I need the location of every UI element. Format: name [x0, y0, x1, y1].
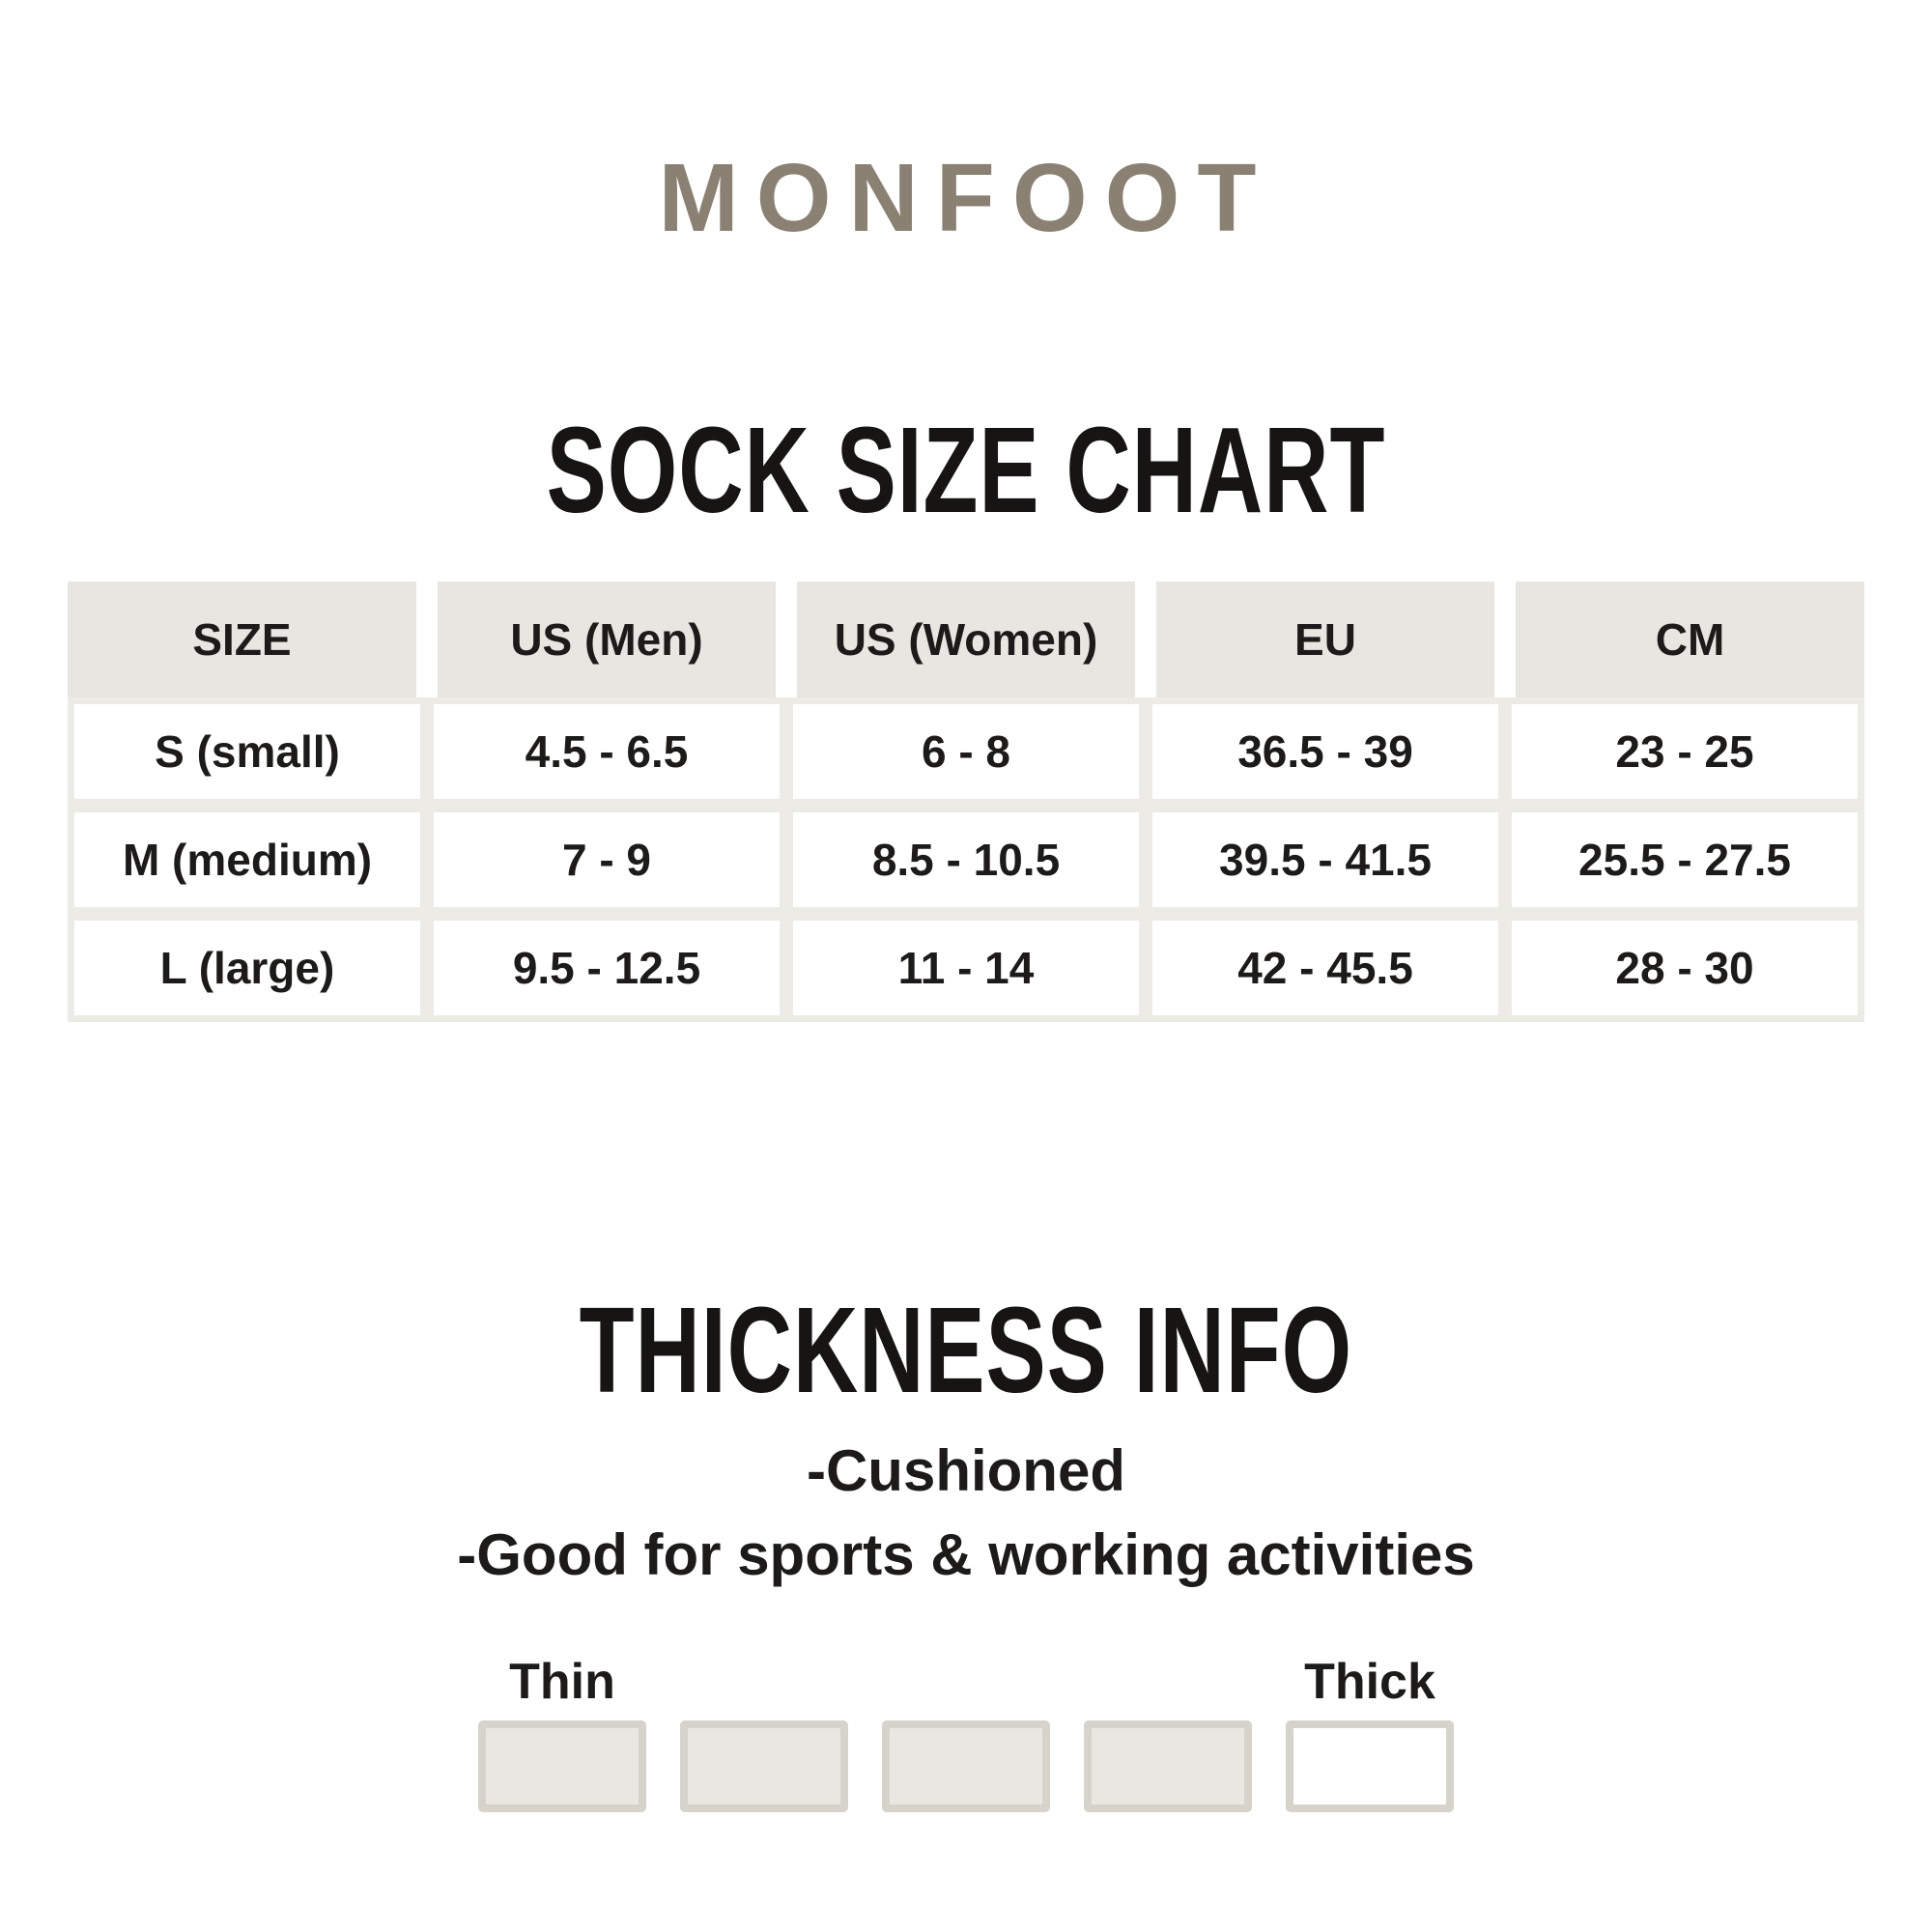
cell-size-label: L (large) [68, 913, 427, 1022]
brand-logo: MONFOOT [658, 144, 1274, 252]
thickness-level-box-filled [1084, 1719, 1252, 1812]
column-header-us-women: US (Women) [786, 581, 1146, 697]
cell-us-women: 8.5 - 10.5 [786, 805, 1146, 914]
thick-label: Thick [1304, 1653, 1435, 1710]
table-row-large: L (large) 9.5 - 12.5 11 - 14 42 - 45.5 2… [68, 913, 1864, 1022]
cell-size-label: M (medium) [68, 805, 427, 914]
thickness-scale [478, 1719, 1454, 1812]
column-header-cm: CM [1505, 581, 1864, 697]
scale-spacer [882, 1653, 1050, 1711]
size-chart-table: SIZE US (Men) US (Women) EU CM S (small)… [68, 581, 1864, 1022]
cell-us-men: 7 - 9 [427, 805, 786, 914]
table-row-small: S (small) 4.5 - 6.5 6 - 8 36.5 - 39 23 -… [68, 696, 1864, 806]
note-cushioned: -Cushioned [807, 1437, 1125, 1503]
scale-spacer [680, 1653, 848, 1711]
cell-eu: 36.5 - 39 [1146, 696, 1505, 806]
cell-eu: 39.5 - 41.5 [1146, 805, 1505, 914]
thickness-level-box-filled [478, 1719, 646, 1812]
cell-cm: 25.5 - 27.5 [1505, 805, 1864, 914]
column-header-us-men: US (Men) [427, 581, 786, 697]
cell-us-women: 11 - 14 [786, 913, 1146, 1022]
cell-us-men: 9.5 - 12.5 [427, 913, 786, 1022]
cell-size-label: S (small) [68, 696, 427, 806]
thickness-level-box-filled [680, 1719, 848, 1812]
thickness-info-title: THICKNESS INFO [0, 1281, 1932, 1421]
column-header-eu: EU [1146, 581, 1505, 697]
thickness-level-box-empty [1286, 1719, 1454, 1812]
size-chart-title-text: SOCK SIZE CHART [546, 402, 1386, 538]
column-header-size: SIZE [68, 581, 427, 697]
cell-eu: 42 - 45.5 [1146, 913, 1505, 1022]
thickness-info-title-text: THICKNESS INFO [579, 1281, 1353, 1418]
thin-label: Thin [509, 1653, 615, 1710]
note-good-for: -Good for sports & working activities [457, 1521, 1475, 1587]
thickness-notes: -Cushioned -Good for sports & working ac… [0, 1429, 1932, 1597]
table-header-row: SIZE US (Men) US (Women) EU CM [68, 581, 1864, 697]
scale-spacer [1084, 1653, 1252, 1711]
cell-us-women: 6 - 8 [786, 696, 1146, 806]
cell-cm: 28 - 30 [1505, 913, 1864, 1022]
cell-us-men: 4.5 - 6.5 [427, 696, 786, 806]
table-row-medium: M (medium) 7 - 9 8.5 - 10.5 39.5 - 41.5 … [68, 805, 1864, 914]
thickness-level-box-filled [882, 1719, 1050, 1812]
size-chart-title: SOCK SIZE CHART [0, 401, 1932, 541]
thickness-scale-labels: Thin Thick [478, 1653, 1454, 1711]
cell-cm: 23 - 25 [1505, 696, 1864, 806]
